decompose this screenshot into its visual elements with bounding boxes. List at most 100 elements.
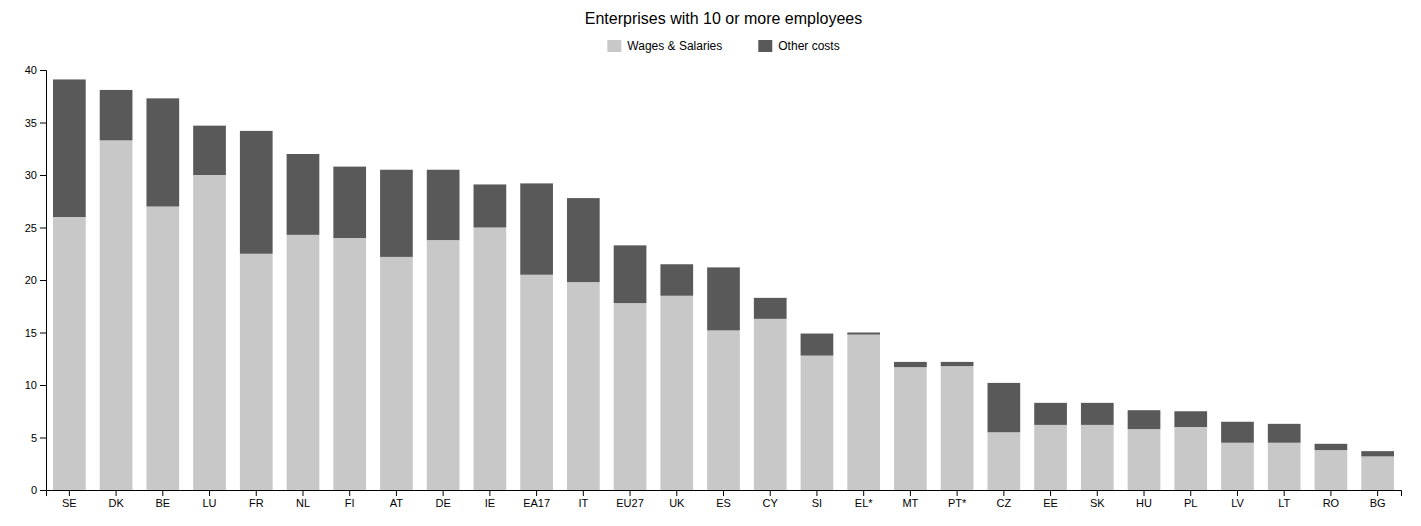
y-tick: 0 xyxy=(31,484,46,496)
y-tick: 10 xyxy=(25,379,46,391)
bar xyxy=(1081,403,1114,425)
bar xyxy=(1128,410,1161,429)
x-tick: DK xyxy=(108,490,124,509)
x-tick: LT xyxy=(1278,490,1290,509)
legend-label: Wages & Salaries xyxy=(627,39,722,53)
y-tick-label: 35 xyxy=(25,117,37,129)
x-tick-mark xyxy=(676,490,677,496)
x-tick: IT xyxy=(578,490,588,509)
y-tick-mark xyxy=(40,70,46,71)
bar xyxy=(1221,422,1254,443)
x-tick: UK xyxy=(669,490,685,509)
x-tick-label: IE xyxy=(485,497,495,509)
x-tick-mark xyxy=(256,490,257,496)
series xyxy=(53,79,1394,456)
x-tick-label: DE xyxy=(436,497,451,509)
x-tick-label: BE xyxy=(155,497,170,509)
x-tick: EU27 xyxy=(616,490,644,509)
bar xyxy=(660,264,693,296)
bar xyxy=(847,335,880,490)
x-tick: PT* xyxy=(948,490,967,509)
x-tick: DE xyxy=(436,490,451,509)
bar xyxy=(193,126,226,175)
bar xyxy=(707,267,740,330)
x-tick: LV xyxy=(1231,490,1244,509)
bar xyxy=(754,298,787,319)
x-tick-mark xyxy=(302,490,303,496)
bar xyxy=(1174,411,1207,427)
y-tick-mark xyxy=(40,333,46,334)
x-tick: PL xyxy=(1184,490,1197,509)
bar xyxy=(474,228,507,491)
bar xyxy=(427,240,460,490)
x-tick: EA17 xyxy=(523,490,550,509)
bar xyxy=(333,167,366,238)
x-tick-label: CZ xyxy=(997,497,1012,509)
x-tick-mark xyxy=(349,490,350,496)
y-axis-line xyxy=(40,71,47,491)
bar xyxy=(660,296,693,490)
bar xyxy=(100,140,133,490)
bar xyxy=(567,198,600,282)
x-tick: SE xyxy=(62,490,77,509)
x-tick-label: LT xyxy=(1278,497,1290,509)
bar xyxy=(987,432,1020,490)
x-tick-label: BG xyxy=(1370,497,1386,509)
bar xyxy=(801,334,834,356)
bar xyxy=(146,207,179,491)
x-tick: LU xyxy=(203,490,217,509)
y-tick: 30 xyxy=(25,169,46,181)
x-tick-mark xyxy=(1330,490,1331,496)
bar xyxy=(1361,451,1394,456)
title: Enterprises with 10 or more employees xyxy=(585,10,862,27)
x-tick-mark xyxy=(116,490,117,496)
x-tick-label: UK xyxy=(669,497,685,509)
bar xyxy=(193,175,226,490)
bar xyxy=(1034,425,1067,490)
bar xyxy=(567,282,600,490)
x-tick: MT xyxy=(902,490,918,509)
bar xyxy=(240,131,273,254)
x-tick-label: MT xyxy=(902,497,918,509)
bar xyxy=(520,275,553,490)
legend-item: Wages & Salaries xyxy=(607,39,722,53)
x-tick-label: SI xyxy=(812,497,822,509)
y-tick: 5 xyxy=(31,432,46,444)
bar xyxy=(333,238,366,490)
bar xyxy=(1268,443,1301,490)
x-tick-mark xyxy=(957,490,958,496)
x-tick: FI xyxy=(345,490,355,509)
legend: Wages & SalariesOther costs xyxy=(607,39,839,53)
y-tick-label: 0 xyxy=(31,484,37,496)
x-tick-mark xyxy=(1097,490,1098,496)
x-tick-label: FI xyxy=(345,497,355,509)
x-tick-mark xyxy=(1284,490,1285,496)
legend-swatch xyxy=(607,40,621,52)
bar xyxy=(520,183,553,274)
x-tick-mark xyxy=(1003,490,1004,496)
bar xyxy=(894,367,927,490)
x-tick-mark xyxy=(1237,490,1238,496)
y-tick-label: 30 xyxy=(25,169,37,181)
x-tick-label: PT* xyxy=(948,497,967,509)
bar xyxy=(614,303,647,490)
x-tick-mark xyxy=(723,490,724,496)
y-tick-label: 15 xyxy=(25,327,37,339)
x-tick-label: EL* xyxy=(855,497,873,509)
x-tick-mark xyxy=(910,490,911,496)
y-tick-mark xyxy=(40,438,46,439)
bar xyxy=(894,362,927,367)
x-tick-mark xyxy=(396,490,397,496)
x-tick: RO xyxy=(1323,490,1340,509)
bar xyxy=(474,184,507,227)
x-tick-mark xyxy=(536,490,537,496)
x-tick-mark xyxy=(209,490,210,496)
bar xyxy=(427,170,460,240)
y-tick-label: 10 xyxy=(25,379,37,391)
x-tick: CZ xyxy=(997,490,1012,509)
x-tick-label: CY xyxy=(763,497,779,509)
x-tick-label: SE xyxy=(62,497,77,509)
x-tick: AT xyxy=(390,490,404,509)
x-tick: BG xyxy=(1370,490,1386,509)
y-tick-mark xyxy=(40,490,46,491)
